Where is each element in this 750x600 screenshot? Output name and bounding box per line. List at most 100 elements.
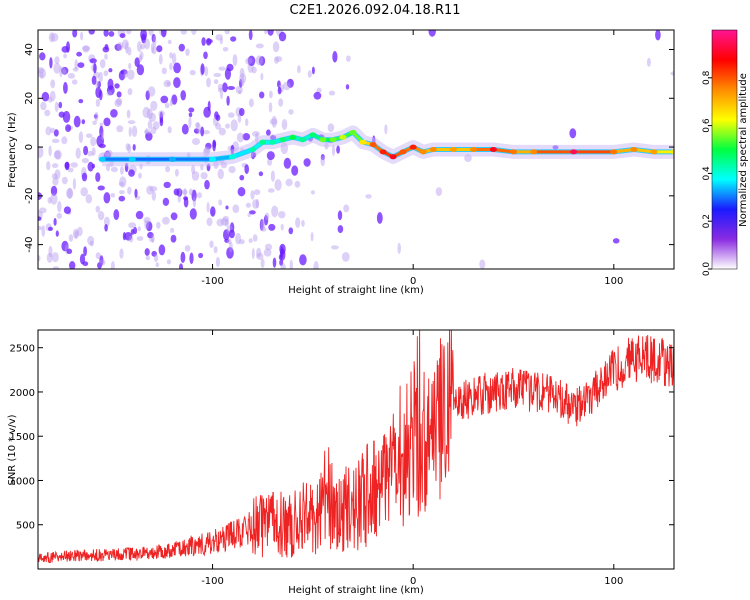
noise-blob	[52, 266, 60, 269]
noise-blob	[229, 241, 233, 253]
noise-blob	[119, 33, 126, 39]
noise-blob	[156, 221, 161, 229]
noise-blob	[311, 66, 315, 75]
noise-blob	[310, 190, 315, 195]
noise-blob	[180, 30, 188, 35]
noise-blob	[79, 253, 86, 265]
ridge-point	[339, 134, 347, 140]
noise-blob	[169, 99, 173, 107]
noise-blob	[191, 164, 196, 175]
noise-blob	[232, 204, 240, 213]
noise-blob	[152, 121, 160, 130]
noise-blob	[209, 240, 214, 248]
noise-blob	[140, 44, 146, 50]
noise-blob	[204, 179, 210, 190]
noise-blob	[569, 128, 577, 139]
noise-blob	[222, 215, 230, 222]
noise-blob	[271, 205, 279, 218]
noise-blob	[41, 91, 50, 102]
noise-blob	[76, 51, 82, 57]
noise-blob	[320, 154, 325, 161]
noise-blob	[259, 91, 265, 99]
noise-blob	[61, 136, 68, 145]
noise-blob	[97, 185, 105, 191]
noise-blob	[268, 223, 276, 231]
noise-blob	[345, 84, 350, 90]
noise-blob	[170, 212, 178, 221]
noise-blob	[235, 232, 242, 245]
noise-blob	[139, 51, 144, 60]
noise-blob	[61, 46, 69, 53]
noise-blob	[252, 199, 260, 209]
noise-blob	[95, 252, 101, 259]
noise-blob	[228, 229, 235, 239]
noise-blob	[224, 30, 230, 35]
noise-blob	[162, 197, 170, 206]
noise-blob	[225, 123, 230, 129]
noise-blob	[288, 109, 294, 115]
y-tick-label: 500	[16, 521, 35, 532]
noise-blob	[612, 238, 620, 244]
noise-blob	[132, 144, 136, 151]
noise-blob	[103, 30, 109, 37]
noise-blob	[116, 42, 124, 51]
noise-blob	[316, 87, 322, 93]
noise-blob	[251, 66, 257, 74]
noise-blob	[217, 83, 223, 90]
snr-y-axis: 500 1000 1500 2000 2500	[10, 344, 674, 532]
y-tick-label: 2500	[10, 344, 35, 355]
noise-blob	[332, 51, 338, 63]
noise-blob	[121, 39, 129, 50]
noise-blob	[70, 162, 78, 168]
noise-blob	[267, 158, 273, 166]
noise-blob	[97, 211, 105, 221]
noise-blob	[255, 55, 264, 66]
y-tick-label: -40	[24, 236, 35, 252]
noise-blob	[435, 187, 443, 197]
noise-blob	[45, 126, 52, 136]
ridge-point	[299, 137, 307, 143]
noise-blob	[291, 165, 299, 176]
noise-blob	[272, 41, 280, 53]
ridge-point	[379, 149, 387, 155]
colorbar-tick-label: 0.8	[702, 70, 712, 85]
colorbar-ticks: 0.0 0.2 0.4 0.6 0.8	[702, 70, 712, 276]
noise-blob	[60, 66, 69, 75]
noise-blob	[143, 216, 151, 224]
ridge-point	[489, 147, 497, 152]
noise-blob	[97, 262, 102, 269]
noise-blob	[245, 118, 249, 127]
noise-blob	[99, 122, 104, 128]
noise-blob	[93, 62, 97, 74]
spectrogram-x-axis: -100 0 100	[201, 30, 623, 287]
noise-blob	[128, 222, 137, 229]
noise-blob	[136, 236, 144, 241]
noise-blob	[118, 181, 125, 187]
noise-blob	[125, 42, 129, 54]
noise-blob	[110, 109, 118, 118]
noise-blob	[258, 171, 264, 177]
noise-blob	[72, 30, 78, 38]
ridge-point	[279, 137, 287, 143]
noise-blob	[120, 69, 128, 75]
noise-blob	[188, 117, 192, 128]
noise-blob	[68, 234, 74, 242]
spectrogram-x-label: Height of straight line (km)	[288, 285, 424, 296]
noise-blob	[218, 66, 226, 71]
noise-blob	[83, 246, 87, 257]
noise-blob	[267, 188, 275, 193]
noise-blob	[54, 101, 59, 113]
noise-blob	[193, 128, 200, 134]
ridge-point	[128, 156, 136, 162]
noise-blob	[93, 114, 98, 119]
noise-blob	[97, 81, 101, 88]
noise-blob	[188, 107, 195, 113]
ridge-segment	[231, 148, 255, 159]
noise-blob	[63, 69, 67, 76]
noise-blob	[138, 172, 142, 179]
noise-blob	[227, 112, 235, 118]
noise-blob	[479, 259, 486, 269]
noise-blob	[226, 247, 234, 259]
noise-blob	[54, 56, 60, 65]
noise-blob	[191, 189, 197, 202]
